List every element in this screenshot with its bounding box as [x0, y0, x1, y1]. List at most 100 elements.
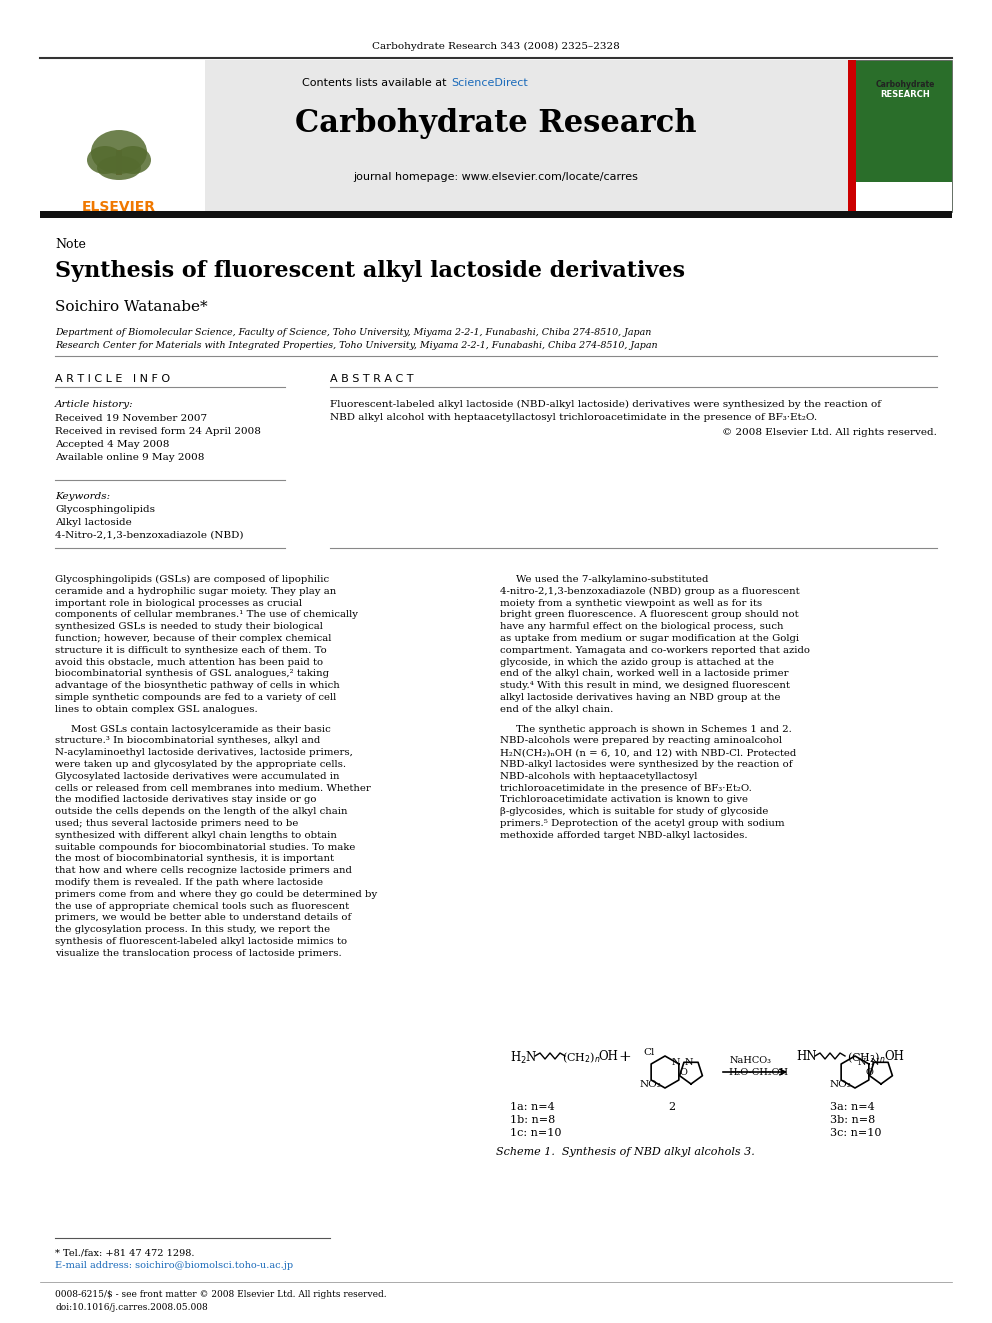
Text: O: O	[865, 1068, 873, 1077]
Text: 1b: n=8: 1b: n=8	[510, 1115, 556, 1125]
Text: (CH$_2$)$_n$: (CH$_2$)$_n$	[562, 1050, 601, 1065]
Text: Article history:: Article history:	[55, 400, 134, 409]
Text: +: +	[619, 1050, 631, 1064]
Text: A R T I C L E   I N F O: A R T I C L E I N F O	[55, 374, 170, 384]
Text: study.⁴ With this result in mind, we designed fluorescent: study.⁴ With this result in mind, we des…	[500, 681, 790, 691]
Text: Available online 9 May 2008: Available online 9 May 2008	[55, 452, 204, 462]
Text: NBD-alcohols were prepared by reacting aminoalcohol: NBD-alcohols were prepared by reacting a…	[500, 737, 782, 745]
Text: Carbohydrate Research 343 (2008) 2325–2328: Carbohydrate Research 343 (2008) 2325–23…	[372, 42, 620, 52]
Text: were taken up and glycosylated by the appropriate cells.: were taken up and glycosylated by the ap…	[55, 759, 346, 769]
Text: Department of Biomolecular Science, Faculty of Science, Toho University, Miyama : Department of Biomolecular Science, Facu…	[55, 328, 652, 337]
Text: function; however, because of their complex chemical: function; however, because of their comp…	[55, 634, 331, 643]
Ellipse shape	[97, 156, 141, 180]
Text: simple synthetic compounds are fed to a variety of cell: simple synthetic compounds are fed to a …	[55, 693, 336, 703]
Bar	[40, 60, 205, 212]
Bar	[40, 60, 952, 212]
Text: (CH$_2$)$_n$: (CH$_2$)$_n$	[847, 1050, 886, 1065]
Text: Received 19 November 2007: Received 19 November 2007	[55, 414, 207, 423]
Text: Alkyl lactoside: Alkyl lactoside	[55, 519, 132, 527]
Text: Most GSLs contain lactosylceramide as their basic: Most GSLs contain lactosylceramide as th…	[71, 725, 330, 733]
Text: Scheme 1.  Synthesis of NBD alkyl alcohols 3.: Scheme 1. Synthesis of NBD alkyl alcohol…	[496, 1147, 755, 1158]
Text: trichloroacetimidate in the presence of BF₃·Et₂O.: trichloroacetimidate in the presence of …	[500, 783, 752, 792]
Text: end of the alkyl chain, worked well in a lactoside primer: end of the alkyl chain, worked well in a…	[500, 669, 789, 679]
Text: The synthetic approach is shown in Schemes 1 and 2.: The synthetic approach is shown in Schem…	[516, 725, 792, 733]
Text: RESEARCH: RESEARCH	[880, 90, 930, 99]
Text: 3b: n=8: 3b: n=8	[830, 1115, 875, 1125]
Text: important role in biological processes as crucial: important role in biological processes a…	[55, 598, 302, 607]
Text: OH: OH	[598, 1050, 618, 1062]
Text: suitable compounds for biocombinatorial studies. To make: suitable compounds for biocombinatorial …	[55, 843, 355, 852]
Text: advantage of the biosynthetic pathway of cells in which: advantage of the biosynthetic pathway of…	[55, 681, 339, 691]
Text: H₂O-CH₂OH: H₂O-CH₂OH	[728, 1068, 788, 1077]
Text: avoid this obstacle, much attention has been paid to: avoid this obstacle, much attention has …	[55, 658, 323, 667]
Text: A B S T R A C T: A B S T R A C T	[330, 374, 414, 384]
Text: Glycosylated lactoside derivatives were accumulated in: Glycosylated lactoside derivatives were …	[55, 771, 339, 781]
Text: 4-Nitro-2,1,3-benzoxadiazole (NBD): 4-Nitro-2,1,3-benzoxadiazole (NBD)	[55, 531, 243, 540]
Text: alkyl lactoside derivatives having an NBD group at the: alkyl lactoside derivatives having an NB…	[500, 693, 781, 703]
Text: NBD-alcohols with heptaacetyllactosyl: NBD-alcohols with heptaacetyllactosyl	[500, 771, 697, 781]
Text: H$_2$N: H$_2$N	[510, 1050, 538, 1066]
Bar	[116, 149, 122, 175]
Text: N: N	[684, 1058, 693, 1068]
Text: 4-nitro-2,1,3-benzoxadiazole (NBD) group as a fluorescent: 4-nitro-2,1,3-benzoxadiazole (NBD) group…	[500, 587, 800, 595]
Text: * Tel./fax: +81 47 472 1298.: * Tel./fax: +81 47 472 1298.	[55, 1248, 194, 1257]
Text: Glycosphingolipids (GSLs) are composed of lipophilic: Glycosphingolipids (GSLs) are composed o…	[55, 576, 329, 585]
Text: N: N	[871, 1058, 879, 1068]
Text: We used the 7-alkylamino-substituted: We used the 7-alkylamino-substituted	[516, 576, 708, 583]
Text: as uptake from medium or sugar modification at the Golgi: as uptake from medium or sugar modificat…	[500, 634, 800, 643]
Text: have any harmful effect on the biological process, such: have any harmful effect on the biologica…	[500, 622, 784, 631]
Text: 0008-6215/$ - see front matter © 2008 Elsevier Ltd. All rights reserved.: 0008-6215/$ - see front matter © 2008 El…	[55, 1290, 387, 1299]
Text: Fluorescent-labeled alkyl lactoside (NBD-alkyl lactoside) derivatives were synth: Fluorescent-labeled alkyl lactoside (NBD…	[330, 400, 881, 409]
Text: modify them is revealed. If the path where lactoside: modify them is revealed. If the path whe…	[55, 878, 323, 886]
Text: Accepted 4 May 2008: Accepted 4 May 2008	[55, 441, 170, 448]
Text: compartment. Yamagata and co-workers reported that azido: compartment. Yamagata and co-workers rep…	[500, 646, 810, 655]
Text: HN: HN	[796, 1050, 816, 1062]
Text: outside the cells depends on the length of the alkyl chain: outside the cells depends on the length …	[55, 807, 347, 816]
Text: the glycosylation process. In this study, we report the: the glycosylation process. In this study…	[55, 925, 330, 934]
Text: that how and where cells recognize lactoside primers and: that how and where cells recognize lacto…	[55, 867, 352, 876]
Text: OH: OH	[884, 1050, 904, 1062]
Text: doi:10.1016/j.carres.2008.05.008: doi:10.1016/j.carres.2008.05.008	[55, 1303, 207, 1312]
Text: NBD alkyl alcohol with heptaacetyllactosyl trichloroacetimidate in the presence : NBD alkyl alcohol with heptaacetyllactos…	[330, 413, 817, 422]
Ellipse shape	[87, 146, 123, 175]
Text: synthesis of fluorescent-labeled alkyl lactoside mimics to: synthesis of fluorescent-labeled alkyl l…	[55, 937, 347, 946]
Text: N: N	[858, 1058, 866, 1068]
Text: β-glycosides, which is suitable for study of glycoside: β-glycosides, which is suitable for stud…	[500, 807, 769, 816]
Text: O: O	[680, 1068, 686, 1077]
Text: the use of appropriate chemical tools such as fluorescent: the use of appropriate chemical tools su…	[55, 901, 349, 910]
Text: N: N	[672, 1058, 681, 1068]
Text: lines to obtain complex GSL analogues.: lines to obtain complex GSL analogues.	[55, 705, 258, 714]
Text: NBD-alkyl lactosides were synthesized by the reaction of: NBD-alkyl lactosides were synthesized by…	[500, 759, 793, 769]
Text: Keywords:: Keywords:	[55, 492, 110, 501]
Text: 3a: n=4: 3a: n=4	[830, 1102, 875, 1113]
Text: Research Center for Materials with Integrated Properties, Toho University, Miyam: Research Center for Materials with Integ…	[55, 341, 658, 351]
Text: journal homepage: www.elsevier.com/locate/carres: journal homepage: www.elsevier.com/locat…	[353, 172, 639, 183]
Text: N-acylaminoethyl lactoside derivatives, lactoside primers,: N-acylaminoethyl lactoside derivatives, …	[55, 749, 353, 757]
Text: structure it is difficult to synthesize each of them. To: structure it is difficult to synthesize …	[55, 646, 326, 655]
Text: visualize the translocation process of lactoside primers.: visualize the translocation process of l…	[55, 949, 342, 958]
Text: 2: 2	[669, 1102, 676, 1113]
Bar	[848, 60, 856, 212]
Text: 3c: n=10: 3c: n=10	[830, 1129, 882, 1138]
Text: Cl: Cl	[643, 1048, 655, 1057]
Ellipse shape	[91, 130, 147, 175]
Text: bright green fluorescence. A fluorescent group should not: bright green fluorescence. A fluorescent…	[500, 610, 799, 619]
Text: ELSEVIER: ELSEVIER	[82, 200, 156, 214]
Text: glycoside, in which the azido group is attached at the: glycoside, in which the azido group is a…	[500, 658, 774, 667]
Text: methoxide afforded target NBD-alkyl lactosides.: methoxide afforded target NBD-alkyl lact…	[500, 831, 748, 840]
Bar	[848, 183, 952, 212]
Text: Contents lists available at: Contents lists available at	[302, 78, 450, 89]
Text: 1a: n=4: 1a: n=4	[510, 1102, 555, 1113]
Text: the most of biocombinatorial synthesis, it is important: the most of biocombinatorial synthesis, …	[55, 855, 334, 864]
Bar	[40, 210, 952, 218]
Text: © 2008 Elsevier Ltd. All rights reserved.: © 2008 Elsevier Ltd. All rights reserved…	[722, 429, 937, 437]
Ellipse shape	[115, 146, 151, 175]
Text: NO₂: NO₂	[829, 1080, 851, 1089]
Text: Trichloroacetimidate activation is known to give: Trichloroacetimidate activation is known…	[500, 795, 748, 804]
Text: 1c: n=10: 1c: n=10	[510, 1129, 561, 1138]
Text: Synthesis of fluorescent alkyl lactoside derivatives: Synthesis of fluorescent alkyl lactoside…	[55, 261, 685, 282]
Text: NaHCO₃: NaHCO₃	[730, 1056, 772, 1065]
Text: Carbohydrate: Carbohydrate	[875, 79, 934, 89]
Text: biocombinatorial synthesis of GSL analogues,² taking: biocombinatorial synthesis of GSL analog…	[55, 669, 329, 679]
Text: ceramide and a hydrophilic sugar moiety. They play an: ceramide and a hydrophilic sugar moiety.…	[55, 587, 336, 595]
